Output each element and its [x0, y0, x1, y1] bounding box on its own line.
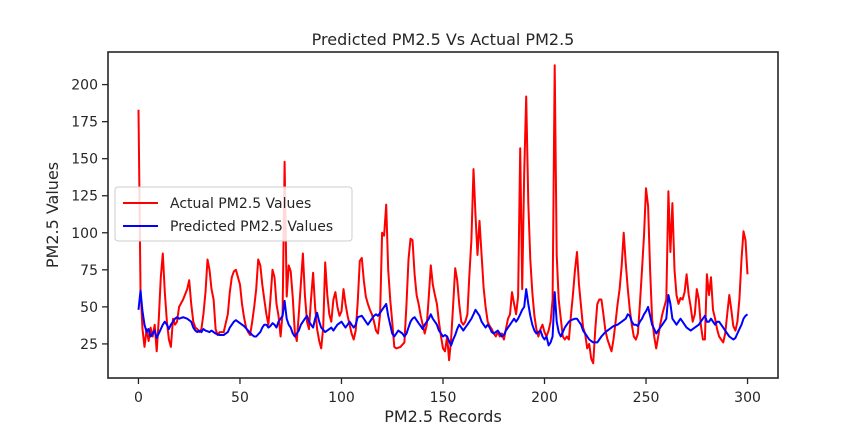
- series-line-predicted: [137, 288, 749, 347]
- series-layer: [137, 64, 749, 365]
- x-tick-label: 150: [430, 390, 457, 406]
- y-tick-label: 50: [80, 300, 98, 316]
- x-tick-label: 250: [633, 390, 660, 406]
- legend-box: [114, 186, 353, 242]
- y-tick-label: 100: [71, 226, 98, 242]
- y-axis: 25 50 75 100 125 150 175 200: [71, 78, 108, 353]
- y-tick-label: 25: [80, 337, 98, 353]
- x-axis: 0 50 100 150 200 250 300: [134, 378, 761, 406]
- y-tick-label: 125: [71, 189, 98, 205]
- y-tick-label: 150: [71, 152, 98, 168]
- x-axis-label: PM2.5 Records: [384, 407, 502, 426]
- x-tick-label: 200: [531, 390, 558, 406]
- x-tick-label: 100: [328, 390, 355, 406]
- y-tick-label: 175: [71, 115, 98, 131]
- x-tick-label: 300: [734, 390, 761, 406]
- chart-title: Predicted PM2.5 Vs Actual PM2.5: [312, 30, 575, 49]
- x-tick-label: 50: [231, 390, 249, 406]
- legend: Actual PM2.5 Values Predicted PM2.5 Valu…: [114, 186, 353, 242]
- y-axis-label: PM2.5 Values: [43, 162, 62, 268]
- y-tick-label: 200: [71, 78, 98, 94]
- legend-label-actual: Actual PM2.5 Values: [170, 196, 311, 212]
- y-tick-label: 75: [80, 263, 98, 279]
- x-tick-label: 0: [134, 390, 143, 406]
- legend-label-predicted: Predicted PM2.5 Values: [170, 219, 333, 235]
